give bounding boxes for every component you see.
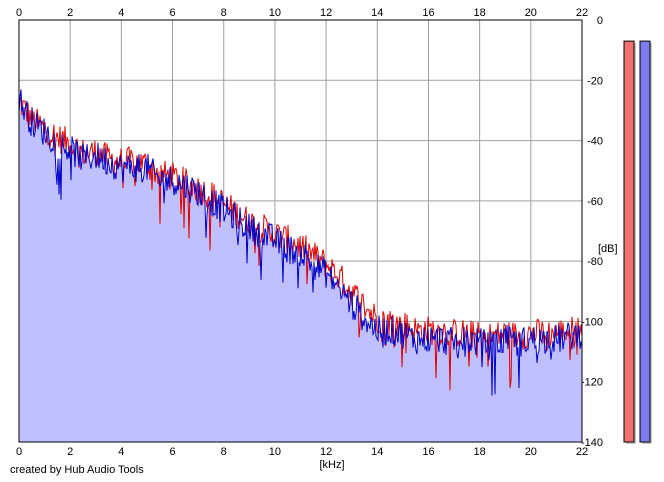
x-tick-label-top: 12 <box>320 7 332 19</box>
x-tick-label-bottom: 4 <box>118 446 124 458</box>
plot-frame <box>18 19 583 443</box>
x-tick-label-top: 10 <box>269 7 281 19</box>
x-tick-label-bottom: 16 <box>422 446 434 458</box>
x-tick-label-top: 8 <box>221 7 227 19</box>
credit-text: created by Hub Audio Tools <box>10 464 144 476</box>
y-tick-label: -20 <box>587 75 603 87</box>
y-tick-label: -120 <box>581 377 603 389</box>
x-tick-label-top: 6 <box>169 7 175 19</box>
x-tick-label-top: 16 <box>422 7 434 19</box>
series-layer <box>18 89 583 442</box>
x-axis-label: [kHz] <box>319 459 344 471</box>
x-tick-label-top: 14 <box>371 7 383 19</box>
x-tick-label-bottom: 12 <box>320 446 332 458</box>
x-tick-label-top: 4 <box>118 7 124 19</box>
y-tick-label: -40 <box>587 136 603 148</box>
x-tick-label-top: 2 <box>67 7 73 19</box>
x-tick-label-bottom: 18 <box>474 446 486 458</box>
y-tick-label: -140 <box>581 437 603 449</box>
x-tick-labels-bottom: 0 2 4 6 8 10 12 14 16 18 20 22 <box>16 446 588 458</box>
x-tick-label-bottom: 14 <box>371 446 383 458</box>
x-tick-label-bottom: 22 <box>576 446 588 458</box>
x-tick-label-top: 20 <box>525 7 537 19</box>
x-tick-label-bottom: 2 <box>67 446 73 458</box>
series-line-2 <box>18 89 583 396</box>
level-meters <box>623 40 652 444</box>
level-meter-bar <box>623 40 635 443</box>
level-meter-bar <box>639 40 651 443</box>
x-tick-label-top: 0 <box>16 7 22 19</box>
y-tick-label: -60 <box>587 196 603 208</box>
x-tick-label-top: 18 <box>474 7 486 19</box>
y-axis-label: [dB] <box>598 243 618 255</box>
x-tick-label-bottom: 0 <box>16 446 22 458</box>
y-tick-labels: 0 -20 -40 -60 -80 -100 -120 -140 <box>581 15 603 449</box>
y-tick-label: -100 <box>581 316 603 328</box>
x-tick-label-top: 22 <box>576 7 588 19</box>
x-tick-label-bottom: 10 <box>269 446 281 458</box>
x-tick-labels-top: 0 2 4 6 8 10 12 14 16 18 20 22 <box>16 7 588 19</box>
x-tick-label-bottom: 20 <box>525 446 537 458</box>
x-tick-label-bottom: 8 <box>221 446 227 458</box>
x-tick-label-bottom: 6 <box>169 446 175 458</box>
y-tick-label: 0 <box>597 15 603 27</box>
y-tick-label: -80 <box>587 256 603 268</box>
